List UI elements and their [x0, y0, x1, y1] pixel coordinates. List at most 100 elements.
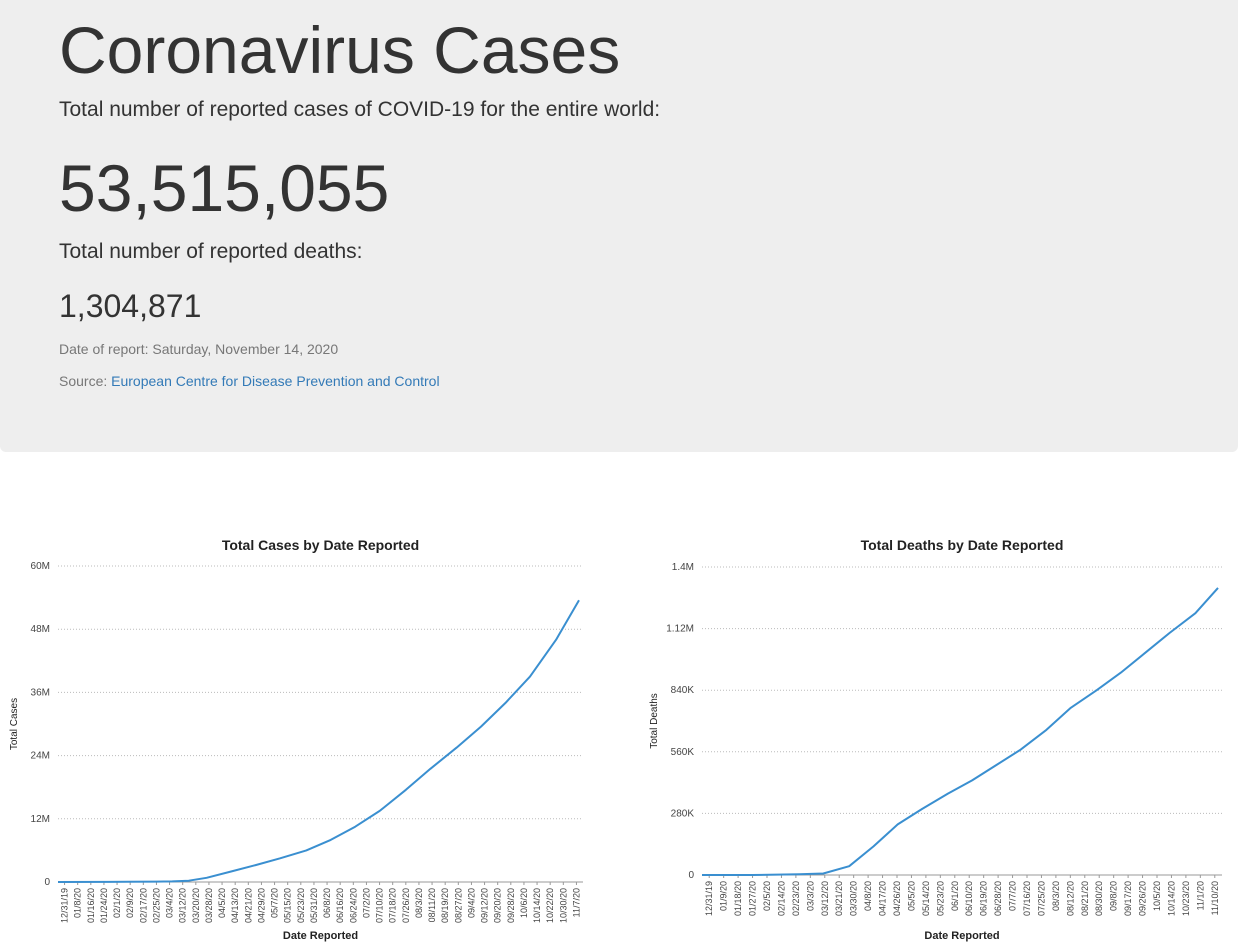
x-tick-label: 07/26/20	[401, 888, 411, 923]
x-tick-label: 07/7/20	[1008, 881, 1018, 911]
x-tick-label: 09/4/20	[466, 888, 476, 918]
x-tick-label: 08/27/20	[453, 888, 463, 923]
x-tick-label: 08/3/20	[1051, 881, 1061, 911]
x-tick-label: 03/20/20	[191, 888, 201, 923]
summary-panel: Coronavirus Cases Total number of report…	[0, 0, 1238, 452]
x-tick-label: 01/8/20	[73, 888, 83, 918]
x-tick-label: 07/2/20	[361, 888, 371, 918]
y-tick-label: 0	[688, 870, 694, 881]
x-tick-label: 11/10/20	[1210, 881, 1220, 915]
x-tick-label: 10/14/20	[1166, 881, 1176, 916]
x-tick-label: 05/15/20	[283, 888, 293, 923]
x-tick-label: 04/13/20	[230, 888, 240, 923]
y-tick-label: 0	[44, 877, 50, 888]
x-tick-label: 09/17/20	[1123, 881, 1133, 916]
series-line	[702, 587, 1219, 876]
x-tick-label: 04/26/20	[892, 881, 902, 916]
x-tick-label: 03/4/20	[165, 888, 175, 918]
x-tick-label: 10/30/20	[558, 888, 568, 923]
x-tick-label: 02/23/20	[791, 881, 801, 916]
cases-label: Total number of reported cases of COVID-…	[59, 98, 661, 121]
x-tick-label: 04/29/20	[256, 888, 266, 923]
source-line: Source: European Centre for Disease Prev…	[59, 373, 440, 389]
x-tick-label: 05/14/20	[921, 881, 931, 916]
x-tick-label: 08/30/20	[1094, 881, 1104, 916]
x-tick-label: 04/8/20	[863, 881, 873, 911]
x-tick-label: 04/21/20	[243, 888, 253, 923]
x-tick-label: 09/8/20	[1109, 881, 1119, 911]
source-label: Source:	[59, 373, 108, 389]
x-tick-label: 10/23/20	[1181, 881, 1191, 916]
x-tick-label: 01/27/20	[748, 881, 758, 916]
y-tick-label: 1.4M	[672, 562, 694, 573]
x-tick-label: 07/25/20	[1036, 881, 1046, 916]
x-tick-label: 11/7/20	[571, 888, 581, 917]
total-cases-chart: Total Cases by Date Reported 0 12M 24M 36M 48…	[9, 537, 583, 942]
x-tick-label: 06/1/20	[950, 881, 960, 911]
x-tick-label: 08/3/20	[414, 888, 424, 918]
total-cases-value: 53,515,055	[59, 151, 390, 225]
x-tick-label: 12/31/19	[704, 881, 714, 916]
x-tick-label: 03/3/20	[805, 881, 815, 911]
x-tick-label: 05/5/20	[906, 881, 916, 911]
x-tick-label: 03/12/20	[820, 881, 830, 916]
total-deaths-value: 1,304,871	[59, 288, 202, 324]
y-axis-title: Total Deaths	[649, 693, 660, 749]
x-tick-label: 05/23/20	[296, 888, 306, 923]
x-tick-label: 02/25/20	[151, 888, 161, 923]
x-tick-label: 12/31/19	[60, 888, 70, 923]
x-tick-label: 02/5/20	[762, 881, 772, 911]
x-tick-label: 02/14/20	[776, 881, 786, 916]
y-axis-title: Total Cases	[9, 698, 20, 750]
x-tick-label: 01/18/20	[733, 881, 743, 916]
x-tick-label: 06/8/20	[322, 888, 332, 918]
x-tick-label: 01/16/20	[86, 888, 96, 923]
x-axis-title: Date Reported	[283, 930, 358, 942]
x-tick-label: 01/24/20	[99, 888, 109, 923]
y-tick-label: 840K	[671, 685, 695, 696]
x-tick-label: 08/19/20	[440, 888, 450, 923]
y-tick-label: 12M	[31, 814, 50, 825]
y-tick-label: 1.12M	[666, 624, 694, 635]
x-tick-label: 05/7/20	[270, 888, 280, 918]
x-tick-label: 06/10/20	[964, 881, 974, 916]
x-tick-label: 06/19/20	[979, 881, 989, 916]
x-tick-label: 04/17/20	[878, 881, 888, 916]
x-tick-label: 02/17/20	[138, 888, 148, 923]
x-tick-label: 09/12/20	[480, 888, 490, 923]
x-tick-label: 03/21/20	[834, 881, 844, 916]
x-tick-label: 08/11/20	[427, 888, 437, 922]
x-tick-label: 09/26/20	[1138, 881, 1148, 916]
y-tick-label: 560K	[671, 747, 695, 758]
x-tick-label: 08/12/20	[1065, 881, 1075, 916]
chart-title: Total Cases by Date Reported	[222, 537, 419, 553]
x-tick-label: 02/9/20	[125, 888, 135, 918]
total-deaths-chart: Total Deaths by Date Reported 0 280K 560K 84…	[649, 537, 1222, 942]
x-tick-label: 07/16/20	[1022, 881, 1032, 916]
x-tick-label: 07/10/20	[375, 888, 385, 923]
x-tick-label: 10/6/20	[519, 888, 529, 918]
x-tick-label: 09/28/20	[506, 888, 516, 923]
page-title: Coronavirus Cases	[59, 13, 621, 87]
x-tick-label: 06/28/20	[993, 881, 1003, 916]
deaths-label: Total number of reported deaths:	[59, 240, 363, 263]
series-line	[57, 599, 580, 883]
x-tick-label: 08/21/20	[1080, 881, 1090, 916]
y-tick-label: 24M	[31, 751, 50, 762]
x-tick-label: 04/5/20	[217, 888, 227, 918]
x-tick-label: 06/16/20	[335, 888, 345, 923]
x-tick-label: 01/9/20	[719, 881, 729, 911]
x-tick-label: 10/14/20	[532, 888, 542, 923]
y-tick-label: 36M	[31, 687, 50, 698]
y-tick-label: 60M	[31, 561, 50, 572]
source-link[interactable]: European Centre for Disease Prevention a…	[111, 373, 440, 389]
chart-title: Total Deaths by Date Reported	[861, 537, 1064, 553]
x-tick-label: 07/18/20	[388, 888, 398, 923]
y-tick-label: 48M	[31, 624, 50, 635]
x-tick-label: 11/1/20	[1195, 881, 1205, 910]
x-tick-label: 05/31/20	[309, 888, 319, 923]
x-axis-title: Date Reported	[924, 930, 999, 942]
x-tick-label: 03/12/20	[178, 888, 188, 923]
x-tick-label: 10/22/20	[545, 888, 555, 923]
x-tick-label: 02/1/20	[112, 888, 122, 918]
